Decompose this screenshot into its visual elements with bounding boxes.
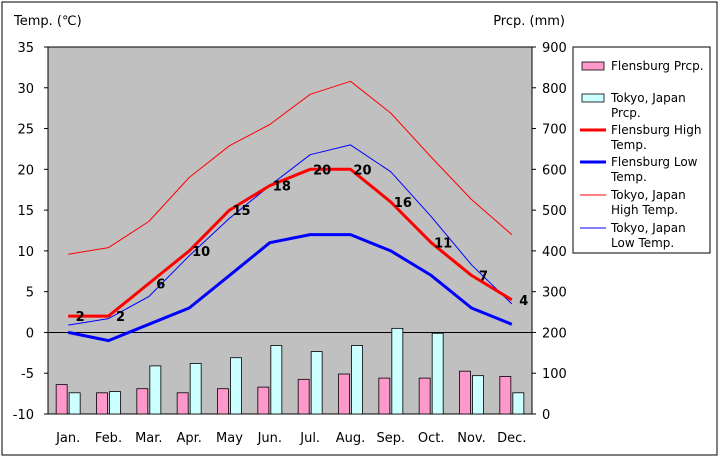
month-label: Jun. [257, 431, 282, 446]
legend-swatch [581, 93, 605, 103]
data-label: 15 [232, 204, 250, 219]
legend-label: Tokyo, Japan Low Temp. [610, 221, 686, 250]
prcp-bar [149, 365, 162, 415]
legend-label: Flensburg Prcp. [611, 59, 704, 73]
prcp-bar [109, 391, 121, 415]
prcp-tick-label: 700 [542, 123, 567, 138]
month-label: Oct. [418, 431, 445, 446]
temp-tick-label: 5 [26, 286, 34, 301]
prcp-bar [459, 370, 471, 415]
prcp-bar [230, 357, 242, 415]
data-label: 10 [192, 245, 210, 260]
temp-tick-label: 15 [17, 204, 34, 219]
prcp-tick-label: 100 [542, 367, 567, 382]
temp-line [67, 233, 513, 343]
data-label: 2 [116, 310, 125, 325]
month-label: Jan. [55, 431, 80, 446]
prcp-bar [431, 332, 444, 415]
prcp-bar [257, 386, 270, 415]
data-label: 18 [273, 180, 291, 195]
legend-swatch [581, 61, 605, 71]
temp-tick-label: -5 [21, 367, 34, 382]
temp-line [68, 167, 513, 318]
prcp-bar [55, 384, 68, 415]
data-label: 11 [434, 237, 452, 252]
data-label: 2 [76, 310, 85, 325]
prcp-bar [176, 392, 189, 415]
prcp-bar [217, 388, 229, 415]
prcp-tick-label: 800 [542, 82, 567, 97]
temp-tick-label: 0 [26, 326, 34, 341]
prcp-bar [297, 378, 310, 415]
prcp-bar [378, 377, 391, 415]
month-label: Nov. [457, 431, 486, 446]
month-label: Dec. [497, 431, 526, 446]
data-label: 20 [353, 163, 371, 178]
temp-tick-label: 25 [17, 123, 34, 138]
legend-label: Flensburg High Temp. [610, 123, 701, 152]
temp-tick-label: 30 [17, 82, 34, 97]
right-axis-title: Prcp. (mm) [493, 14, 565, 29]
data-label: 7 [479, 269, 488, 284]
data-label: 16 [394, 196, 412, 211]
month-label: Jul. [299, 431, 320, 446]
data-label: 6 [156, 278, 165, 293]
month-label: Feb. [95, 431, 122, 446]
prcp-tick-label: 900 [542, 41, 567, 56]
prcp-bar [499, 376, 512, 415]
plot-area [47, 46, 533, 415]
prcp-bar [351, 345, 363, 415]
data-label: 20 [313, 163, 331, 178]
month-label: Mar. [135, 431, 162, 446]
temp-tick-label: 20 [17, 163, 34, 178]
temp-line [68, 144, 513, 326]
legend-label: Tokyo, Japan Prcp. [610, 91, 686, 120]
prcp-bar [96, 392, 108, 415]
month-label: Sep. [377, 431, 406, 446]
legend-label: Tokyo, Japan High Temp. [610, 188, 686, 217]
prcp-bar [68, 392, 81, 415]
month-label: May [216, 431, 243, 446]
temp-tick-label: -10 [13, 408, 34, 423]
prcp-tick-label: 500 [542, 204, 567, 219]
prcp-bar [512, 392, 525, 415]
prcp-tick-label: 400 [542, 245, 567, 260]
prcp-bar [189, 363, 202, 415]
prcp-bar [391, 327, 404, 415]
prcp-tick-label: 0 [542, 408, 550, 423]
legend-label: Flensburg Low Temp. [610, 155, 698, 184]
prcp-bar [270, 345, 283, 415]
prcp-tick-label: 200 [542, 326, 567, 341]
temp-line [68, 80, 513, 255]
month-label: Apr. [176, 431, 201, 446]
data-label: 4 [519, 294, 528, 309]
temp-tick-label: 35 [17, 41, 34, 56]
left-axis-title: Temp. (℃) [13, 14, 82, 29]
prcp-bar [472, 375, 484, 415]
prcp-tick-label: 300 [542, 286, 567, 301]
prcp-tick-label: 600 [542, 163, 567, 178]
prcp-bar [310, 351, 323, 415]
prcp-bar [338, 373, 350, 415]
legend-box [572, 46, 711, 254]
month-label: Aug. [336, 431, 366, 446]
prcp-bar [136, 388, 149, 415]
prcp-bar [418, 377, 431, 415]
temp-tick-label: 10 [17, 245, 34, 260]
